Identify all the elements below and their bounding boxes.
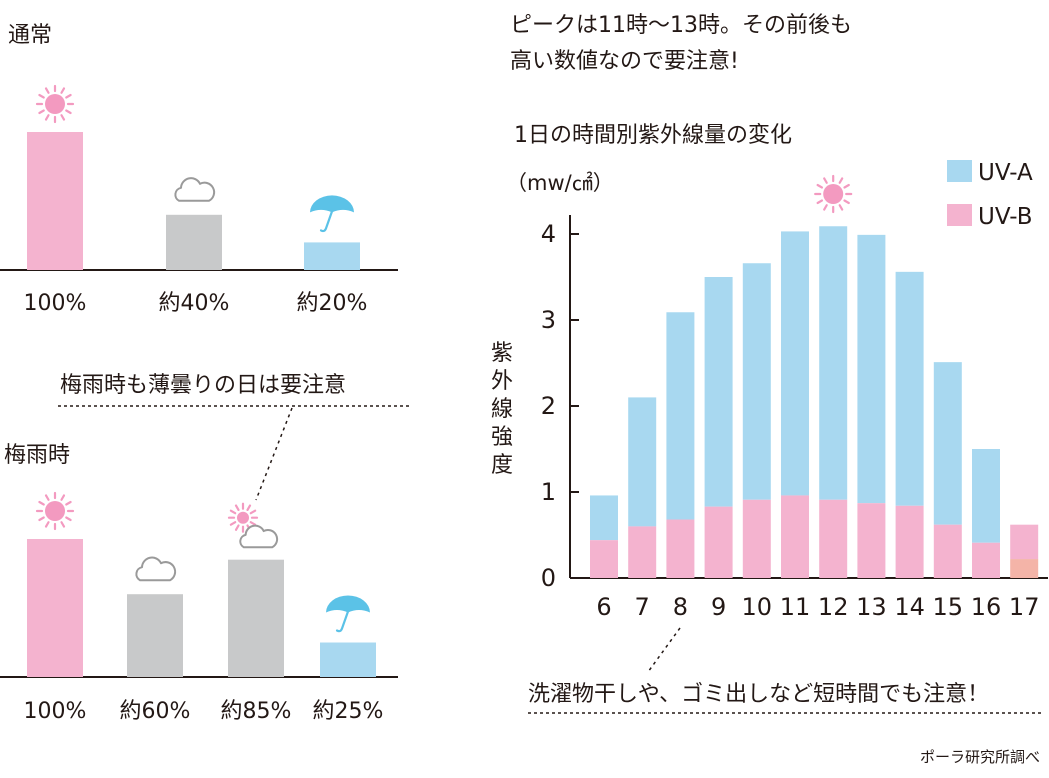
- panel-bar-label: 約20%: [297, 291, 368, 316]
- x-tick-label: 6: [596, 593, 611, 621]
- y-tick-label: 4: [541, 220, 556, 248]
- bar-uva: [857, 234, 886, 504]
- x-tick-label: 9: [711, 593, 726, 621]
- x-tick-label: 12: [818, 593, 849, 621]
- sun-icon: [814, 174, 853, 214]
- panel-bar-label: 100%: [24, 291, 87, 316]
- x-tick-label: 14: [894, 593, 925, 621]
- panel-bar: [166, 214, 222, 270]
- headline-line1: ピークは11時〜13時。その前後も: [510, 13, 852, 38]
- panel-bar-label: 約60%: [120, 699, 191, 724]
- y-axis-label: 紫外線強度: [491, 341, 513, 478]
- panel-bar: [304, 242, 360, 270]
- x-tick-label: 13: [856, 593, 887, 621]
- bar-uvb: [666, 519, 695, 578]
- bottom-note: 洗濯物干しや、ゴミ出しなど短時間でも注意！: [528, 682, 989, 707]
- rainy-panel-note: 梅雨時も薄曇りの日は要注意: [60, 373, 346, 398]
- bar-uvb: [819, 499, 848, 578]
- bar-uvb: [628, 526, 657, 578]
- legend-swatch: [947, 160, 972, 182]
- y-tick-label: 2: [541, 392, 556, 420]
- x-tick-label: 10: [742, 593, 773, 621]
- panel-bar: [320, 642, 376, 677]
- bar-uvb: [1010, 559, 1039, 578]
- x-tick-label: 16: [971, 593, 1002, 621]
- panel-bar-label: 100%: [24, 699, 87, 724]
- bar-uva: [590, 495, 618, 541]
- x-tick-label: 11: [780, 593, 811, 621]
- source-credit: ポーラ研究所調べ: [920, 748, 1040, 766]
- sun-icon: [35, 491, 75, 531]
- panel-bar-label: 約40%: [159, 291, 230, 316]
- bar-uva: [1010, 524, 1039, 560]
- bar-uvb: [972, 542, 1000, 578]
- x-tick-label: 15: [933, 593, 964, 621]
- x-tick-label: 7: [635, 593, 650, 621]
- headline-line2: 高い数値なので要注意!: [510, 49, 739, 74]
- y-tick-label: 0: [541, 564, 556, 592]
- bar-uva: [704, 277, 733, 507]
- x-tick-label: 8: [673, 593, 688, 621]
- bar-uva: [895, 271, 924, 506]
- bar-uva: [933, 362, 962, 525]
- legend-label: UV-A: [978, 160, 1033, 186]
- rainy-note-leader: [255, 407, 293, 501]
- bar-uvb: [933, 524, 962, 578]
- cloud-icon: [174, 177, 216, 202]
- chart-title: 1日の時間別紫外線量の変化: [514, 123, 792, 148]
- bar-uva: [819, 226, 848, 500]
- legend-label: UV-B: [978, 204, 1032, 230]
- bottom-note-leader: [647, 627, 681, 673]
- panel-bar-label: 約85%: [221, 699, 292, 724]
- cloud-icon: [135, 556, 177, 582]
- panel-bar: [27, 539, 83, 677]
- bar-uvb: [742, 499, 771, 578]
- panel-bar-label: 約25%: [313, 699, 384, 724]
- bar-uva: [781, 231, 809, 496]
- bar-uvb: [857, 503, 886, 578]
- bar-uva: [972, 449, 1000, 543]
- x-tick-label: 17: [1009, 593, 1040, 621]
- chart-legend: UV-A UV-B: [947, 160, 1033, 230]
- sun-icon: [35, 84, 75, 124]
- bar-uvb: [704, 506, 733, 578]
- panel-bar: [27, 132, 83, 270]
- bar-uva: [666, 312, 695, 520]
- panel-bar: [228, 559, 284, 677]
- legend-swatch: [947, 204, 972, 226]
- bar-uva: [742, 263, 771, 500]
- umbrella-icon: [310, 195, 354, 233]
- chart-unit: （mw/㎠）: [506, 171, 614, 195]
- bar-uva: [628, 397, 657, 527]
- normal-panel-title: 通常: [8, 23, 52, 48]
- rainy-panel-bars: 100% 約60% 約85% 約25%: [0, 491, 398, 724]
- y-tick-label: 3: [541, 306, 556, 334]
- rainy-panel-title: 梅雨時: [4, 443, 70, 468]
- y-tick-label: 1: [541, 478, 556, 506]
- bar-uvb: [781, 495, 809, 578]
- cloud-icon: [239, 524, 279, 549]
- normal-panel-bars: 100% 約40% 約20%: [0, 84, 398, 316]
- bar-uvb: [590, 540, 618, 578]
- umbrella-icon: [326, 595, 370, 633]
- bar-uvb: [895, 505, 924, 578]
- panel-bar: [127, 594, 183, 677]
